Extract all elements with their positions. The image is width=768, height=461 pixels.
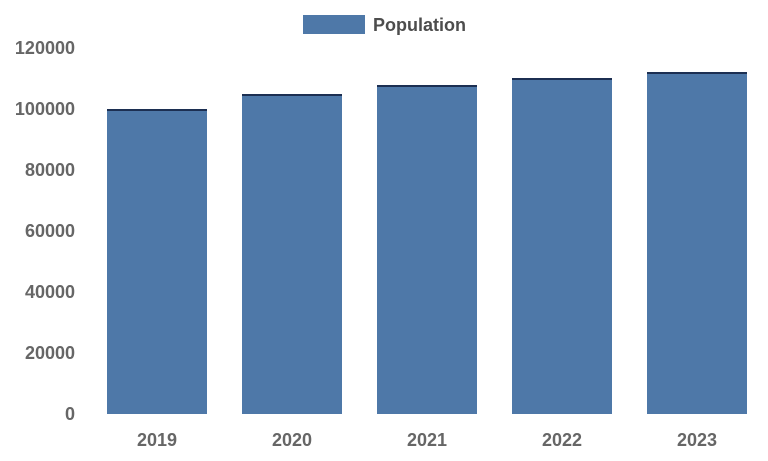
x-tick-label-2020: 2020 [271, 430, 313, 450]
y-tick-label-80000: 80000 [24, 160, 75, 180]
bar-2019 [107, 109, 207, 414]
legend-label: Population [373, 15, 466, 35]
y-tick-label-60000: 60000 [24, 221, 75, 241]
y-tick-label-40000: 40000 [24, 282, 75, 302]
bar-2023 [647, 72, 747, 414]
legend-swatch [303, 15, 365, 34]
chart-legend: Population [0, 0, 768, 40]
y-tick-label-20000: 20000 [24, 343, 75, 363]
x-tick-label-2021: 2021 [406, 430, 448, 450]
bar-2022 [512, 78, 612, 414]
x-tick-label-2023: 2023 [676, 430, 718, 450]
y-tick-label-100000: 100000 [14, 99, 75, 119]
x-tick-label-2019: 2019 [136, 430, 178, 450]
bar-2021 [377, 85, 477, 414]
y-tick-label-0: 0 [64, 404, 75, 424]
x-tick-label-2022: 2022 [541, 430, 583, 450]
y-tick-label-120000: 120000 [14, 38, 75, 58]
bar-2020 [242, 94, 342, 414]
